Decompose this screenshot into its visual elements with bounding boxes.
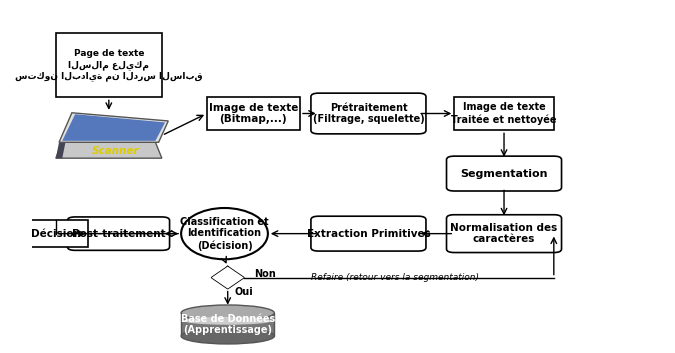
Text: Décision: Décision bbox=[31, 229, 81, 239]
Text: Image de texte
Traitée et nettoyée: Image de texte Traitée et nettoyée bbox=[452, 102, 557, 125]
Text: Refaire (retour vers la segmentation): Refaire (retour vers la segmentation) bbox=[310, 273, 479, 282]
Text: Classification et
Identification
(Décision): Classification et Identification (Décisi… bbox=[180, 217, 269, 251]
FancyBboxPatch shape bbox=[454, 97, 554, 130]
Text: Non: Non bbox=[254, 269, 276, 279]
Text: Page de texte
السلام عليكم
ستكون البداية من الدرس السابق: Page de texte السلام عليكم ستكون البداية… bbox=[15, 49, 202, 81]
Text: Image de texte
(Bitmap,...): Image de texte (Bitmap,...) bbox=[209, 103, 298, 124]
FancyBboxPatch shape bbox=[447, 156, 562, 191]
Polygon shape bbox=[181, 313, 274, 336]
Text: Extraction Primitives: Extraction Primitives bbox=[306, 229, 431, 239]
FancyBboxPatch shape bbox=[68, 217, 169, 250]
Ellipse shape bbox=[181, 305, 274, 321]
Polygon shape bbox=[62, 114, 165, 141]
Text: Segmentation: Segmentation bbox=[460, 169, 548, 179]
Text: Prétraitement
(Filtrage, squelette): Prétraitement (Filtrage, squelette) bbox=[313, 103, 425, 124]
Ellipse shape bbox=[181, 208, 268, 259]
Ellipse shape bbox=[184, 317, 272, 325]
FancyBboxPatch shape bbox=[24, 221, 88, 247]
Polygon shape bbox=[59, 113, 168, 142]
FancyBboxPatch shape bbox=[311, 93, 426, 134]
FancyBboxPatch shape bbox=[56, 33, 162, 97]
Polygon shape bbox=[56, 142, 65, 158]
FancyBboxPatch shape bbox=[207, 97, 300, 130]
Polygon shape bbox=[56, 142, 162, 158]
FancyBboxPatch shape bbox=[311, 216, 426, 251]
Ellipse shape bbox=[181, 328, 274, 344]
Text: Normalisation des
caractères: Normalisation des caractères bbox=[450, 223, 558, 244]
FancyBboxPatch shape bbox=[447, 215, 562, 252]
Text: Scanner: Scanner bbox=[92, 146, 139, 156]
Text: Post-traitement: Post-traitement bbox=[72, 229, 165, 239]
Text: Base de Données
(Apprentissage): Base de Données (Apprentissage) bbox=[181, 314, 275, 335]
Polygon shape bbox=[212, 267, 244, 288]
Text: Oui: Oui bbox=[234, 287, 253, 297]
